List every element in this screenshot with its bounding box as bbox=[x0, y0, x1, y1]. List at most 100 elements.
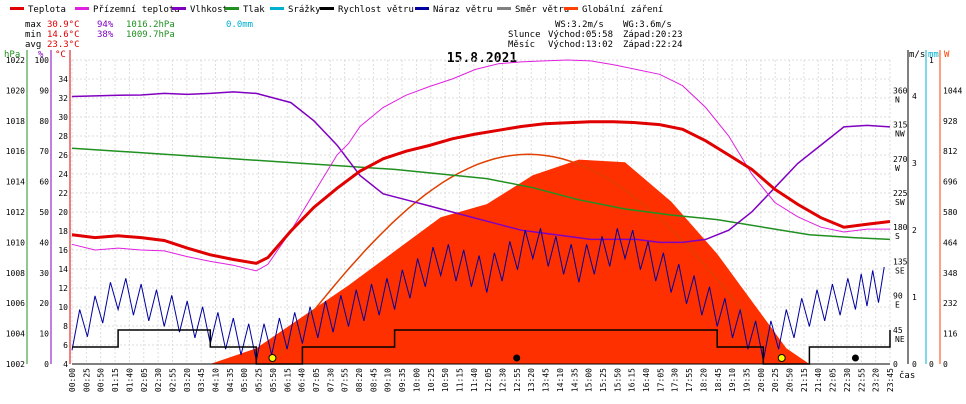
legend-label: Vlhkost bbox=[190, 5, 228, 15]
tick-w: 464 bbox=[943, 238, 958, 247]
series-wind-gust bbox=[71, 228, 885, 361]
tick-time: 11:15 bbox=[455, 368, 464, 392]
tick-mm: 0 bbox=[929, 360, 934, 369]
tick-dir: 135 bbox=[893, 257, 908, 266]
tick-w: 580 bbox=[943, 208, 958, 217]
stat-min-hum: 38% bbox=[97, 30, 114, 40]
legend-swatch bbox=[10, 7, 24, 10]
tick-dir: 45 bbox=[893, 326, 903, 335]
tick-time: 03:45 bbox=[197, 368, 206, 392]
stat-max-label: max bbox=[25, 20, 42, 30]
legend-swatch bbox=[75, 7, 89, 10]
tick-pct: 50 bbox=[39, 208, 49, 217]
tick-degc: 6 bbox=[63, 341, 68, 350]
astro-sun-rise: Východ:05:58 bbox=[548, 30, 613, 40]
tick-time: 16:40 bbox=[642, 368, 651, 392]
legend-swatch bbox=[497, 7, 511, 10]
tick-time: 04:35 bbox=[226, 368, 235, 392]
tick-time: 05:00 bbox=[240, 368, 249, 392]
tick-degc: 30 bbox=[58, 113, 68, 122]
astro-block: WS:3.2m/s WG:3.6m/s Slunce Východ:05:58 … bbox=[508, 20, 683, 50]
tick-dir: 180 bbox=[893, 223, 908, 232]
tick-pct: 0 bbox=[44, 360, 49, 369]
sunrise-marker bbox=[268, 354, 277, 362]
legend-item: Globální záření bbox=[564, 5, 663, 15]
stat-avg-label: avg bbox=[25, 40, 41, 50]
tick-dir: 270 bbox=[893, 155, 908, 164]
tick-time: 01:15 bbox=[111, 368, 120, 392]
tick-time: 00:00 bbox=[68, 368, 77, 392]
astro-moon-rise: Východ:13:02 bbox=[548, 40, 613, 50]
tick-hpa: 1004 bbox=[6, 330, 25, 339]
tick-time: 18:45 bbox=[714, 368, 723, 392]
tick-time: 09:10 bbox=[384, 368, 393, 392]
tick-dir: 225 bbox=[893, 189, 908, 198]
tick-hpa: 1002 bbox=[6, 360, 25, 369]
legend-label: Náraz větru bbox=[433, 5, 493, 15]
tick-pct: 90 bbox=[39, 86, 49, 95]
stat-max-rain: 0.0mm bbox=[226, 20, 253, 30]
tick-degc: 4 bbox=[63, 360, 68, 369]
legend-item: Teplota bbox=[10, 5, 66, 15]
tick-time: 05:25 bbox=[255, 368, 264, 392]
tick-time: 19:35 bbox=[742, 368, 751, 392]
legend-swatch bbox=[320, 7, 334, 10]
tick-pct: 100 bbox=[35, 56, 50, 65]
astro-moon-label: Měsíc bbox=[508, 40, 535, 50]
tick-hpa: 1010 bbox=[6, 238, 25, 247]
tick-degc: 32 bbox=[58, 94, 68, 103]
legend-label: Srážky bbox=[288, 5, 321, 15]
tick-time: 00:25 bbox=[82, 368, 91, 392]
series-pressure bbox=[71, 147, 891, 241]
stat-min-press: 1009.7hPa bbox=[126, 30, 175, 40]
series-temperature bbox=[71, 120, 891, 265]
tick-dir: 315 bbox=[893, 121, 908, 130]
unit-pct: % bbox=[38, 50, 44, 60]
tick-time: 12:05 bbox=[484, 368, 493, 392]
tick-time: 17:55 bbox=[685, 368, 694, 392]
tick-hpa: 1014 bbox=[6, 178, 25, 187]
tick-time: 07:55 bbox=[341, 368, 350, 392]
legend-swatch bbox=[564, 7, 578, 10]
tick-time: 22:30 bbox=[843, 368, 852, 392]
tick-time: 20:25 bbox=[771, 368, 780, 392]
tick-time: 04:10 bbox=[212, 368, 221, 392]
stat-min-label: min bbox=[25, 30, 41, 40]
plot-area bbox=[71, 59, 891, 365]
tick-time: 06:15 bbox=[283, 368, 292, 392]
tick-dir: 360 bbox=[893, 86, 908, 95]
sunset-marker bbox=[777, 354, 786, 362]
unit-w: W bbox=[944, 50, 950, 60]
legend-item: Náraz větru bbox=[415, 5, 493, 15]
stats-block: max 30.9°C 94% 1016.2hPa 0.0mm min 14.6°… bbox=[25, 20, 253, 50]
tick-ms: 0 bbox=[912, 360, 917, 369]
tick-time: 02:05 bbox=[140, 368, 149, 392]
tick-time: 13:20 bbox=[527, 368, 536, 392]
tick-dir: 90 bbox=[893, 292, 903, 301]
tick-time: 21:40 bbox=[814, 368, 823, 392]
tick-degc: 12 bbox=[58, 284, 68, 293]
tick-time: 01:40 bbox=[125, 368, 134, 392]
axis-units: hPa % °C m/s mm W čas bbox=[4, 50, 950, 381]
tick-degc: 18 bbox=[58, 227, 68, 236]
tick-hpa: 1012 bbox=[6, 208, 25, 217]
stat-min-temp: 14.6°C bbox=[47, 30, 80, 40]
tick-hpa: 1006 bbox=[6, 299, 25, 308]
legend-label: Směr větru bbox=[515, 5, 569, 15]
tick-pct: 30 bbox=[39, 269, 49, 278]
legend-label: Globální záření bbox=[582, 5, 663, 15]
tick-time: 20:50 bbox=[786, 368, 795, 392]
tick-time: 10:50 bbox=[441, 368, 450, 392]
tick-w: 812 bbox=[943, 147, 958, 156]
tick-time: 07:30 bbox=[326, 368, 335, 392]
tick-degc: 14 bbox=[58, 265, 68, 274]
tick-degc: 16 bbox=[58, 246, 68, 255]
tick-degc: 34 bbox=[58, 75, 68, 84]
stat-max-press: 1016.2hPa bbox=[126, 20, 175, 30]
tick-time: 10:25 bbox=[427, 368, 436, 392]
astro-wg: WG:3.6m/s bbox=[623, 20, 672, 30]
tick-time: 15:00 bbox=[585, 368, 594, 392]
tick-time: 05:50 bbox=[269, 368, 278, 392]
tick-degc: 26 bbox=[58, 151, 68, 160]
stat-avg-temp: 23.3°C bbox=[47, 40, 80, 50]
